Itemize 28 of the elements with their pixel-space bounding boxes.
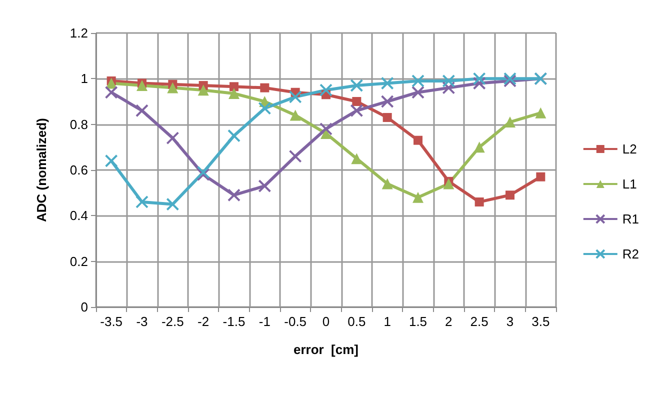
legend-label: L1 <box>622 176 637 192</box>
x-tick-label: 3 <box>506 314 514 329</box>
y-tick-label: 1 <box>80 71 88 86</box>
x-tick-label: -1.5 <box>222 314 246 329</box>
x-tick-label: -3.5 <box>100 314 123 329</box>
y-tick-label: 0.6 <box>70 162 88 178</box>
y-axis-title: ADC (nomalized) <box>34 118 49 222</box>
y-tick-label: 0.4 <box>70 208 88 224</box>
y-tick-label: 1.2 <box>70 26 88 40</box>
x-tick-label: 1 <box>384 314 391 329</box>
x-tick-label: 0.5 <box>348 314 366 329</box>
x-tick-label: -2.5 <box>161 314 184 329</box>
legend-label: R2 <box>622 246 640 262</box>
x-tick-label: -0.5 <box>284 314 307 329</box>
y-tick-label: 0.2 <box>70 254 88 269</box>
x-tick-label: -3 <box>136 314 148 329</box>
x-tick-label: -2 <box>198 314 210 329</box>
x-tick-label: 1.5 <box>408 314 428 329</box>
legend-label: L2 <box>622 142 637 156</box>
x-tick-label: 2.5 <box>470 314 488 329</box>
x-tick-label: 2 <box>445 314 452 329</box>
x-tick-label: 3.5 <box>532 314 550 329</box>
legend-label: R1 <box>622 212 640 226</box>
x-tick-label: 0 <box>322 314 330 329</box>
y-tick-label: 0 <box>80 300 88 314</box>
y-tick-label: 0.8 <box>70 116 88 132</box>
x-tick-label: -1 <box>258 314 270 329</box>
x-axis-title: error [cm] <box>293 342 359 357</box>
